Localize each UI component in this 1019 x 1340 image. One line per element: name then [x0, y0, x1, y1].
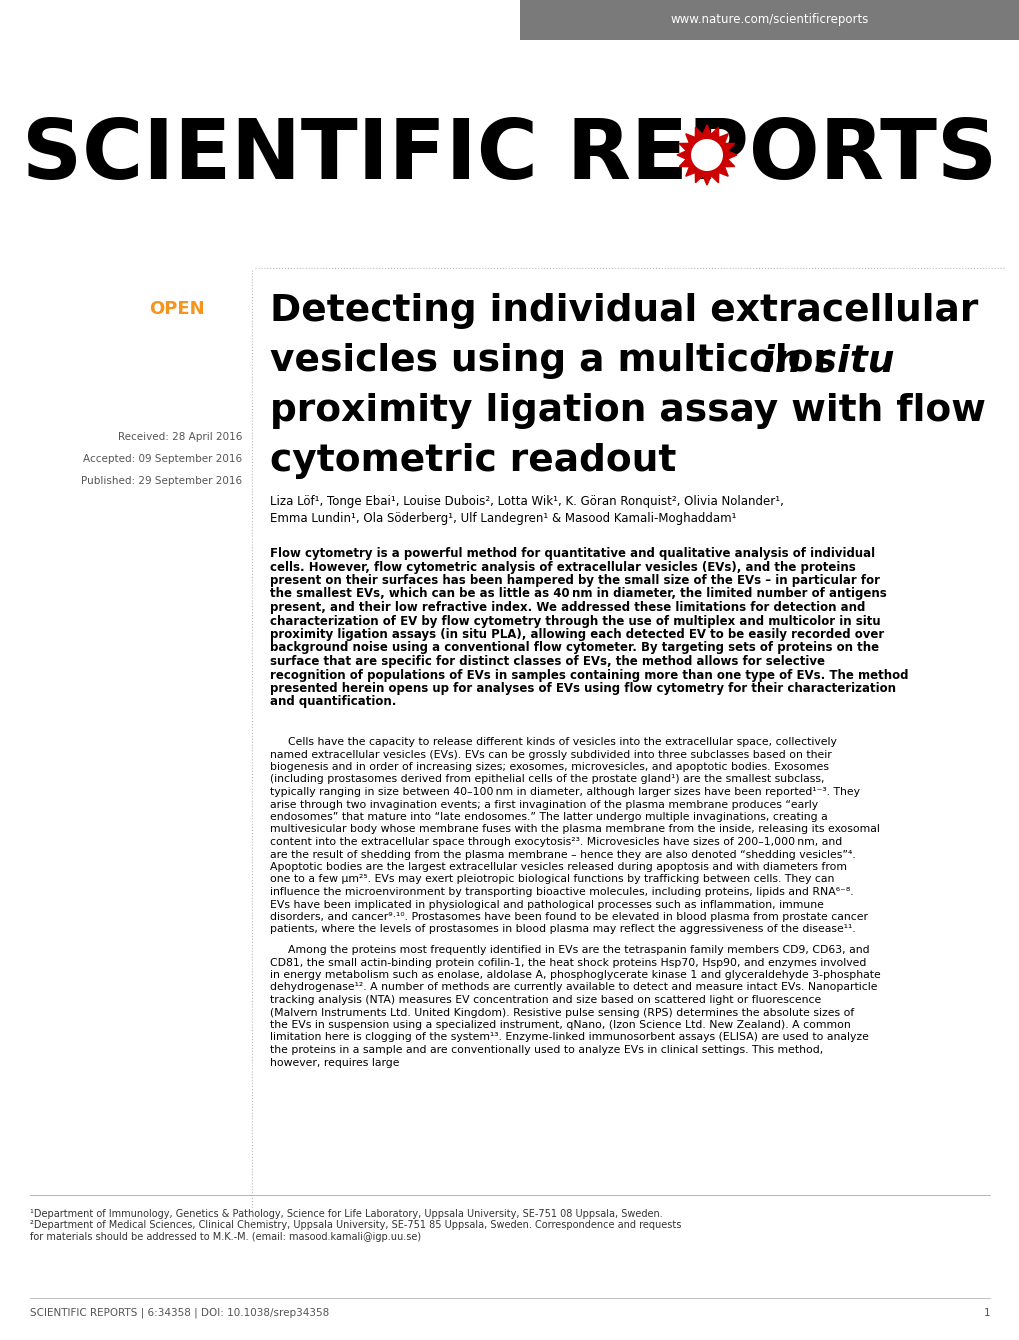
Text: presented herein opens up for analyses of EVs using flow cytometry for their cha: presented herein opens up for analyses o… [270, 682, 895, 695]
Text: disorders, and cancer⁹·¹⁰. Prostasomes have been found to be elevated in blood p: disorders, and cancer⁹·¹⁰. Prostasomes h… [270, 913, 867, 922]
Text: are the result of shedding from the plasma membrane – hence they are also denote: are the result of shedding from the plas… [270, 850, 855, 859]
Text: Flow cytometry is a powerful method for quantitative and qualitative analysis of: Flow cytometry is a powerful method for … [270, 547, 874, 560]
Text: Liza Löf¹, Tonge Ebai¹, Louise Dubois², Lotta Wik¹, K. Göran Ronquist², Olivia N: Liza Löf¹, Tonge Ebai¹, Louise Dubois², … [270, 494, 784, 508]
Text: limitation here is clogging of the system¹³. Enzyme-linked immunosorbent assays : limitation here is clogging of the syste… [270, 1033, 868, 1043]
Text: one to a few μm²⁵. EVs may exert pleiotropic biological functions by trafficking: one to a few μm²⁵. EVs may exert pleiotr… [270, 875, 834, 884]
Text: cytometric readout: cytometric readout [270, 444, 676, 478]
Text: the EVs in suspension using a specialized instrument, qNano, (Izon Science Ltd. : the EVs in suspension using a specialize… [270, 1020, 850, 1030]
Text: Among the proteins most frequently identified in EVs are the tetraspanin family : Among the proteins most frequently ident… [287, 945, 869, 955]
Text: Emma Lundin¹, Ola Söderberg¹, Ulf Landegren¹ & Masood Kamali-Moghaddam¹: Emma Lundin¹, Ola Söderberg¹, Ulf Landeg… [270, 512, 736, 525]
Text: proximity ligation assays (in situ PLA), allowing each detected EV to be easily : proximity ligation assays (in situ PLA),… [270, 628, 883, 641]
Text: patients, where the levels of prostasomes in blood plasma may reflect the aggres: patients, where the levels of prostasome… [270, 925, 855, 934]
Text: Published: 29 September 2016: Published: 29 September 2016 [81, 476, 242, 486]
Text: for materials should be addressed to M.K.-M. (email: masood.kamali@igp.uu.se): for materials should be addressed to M.K… [30, 1231, 421, 1242]
Text: ²Department of Medical Sciences, Clinical Chemistry, Uppsala University, SE-751 : ²Department of Medical Sciences, Clinica… [30, 1221, 681, 1230]
Text: background noise using a conventional flow cytometer. By targeting sets of prote: background noise using a conventional fl… [270, 642, 878, 654]
Text: present on their surfaces has been hampered by the small size of the EVs – in pa: present on their surfaces has been hampe… [270, 574, 879, 587]
Text: characterization of EV by flow cytometry through the use of multiplex and multic: characterization of EV by flow cytometry… [270, 615, 879, 627]
Text: the proteins in a sample and are conventionally used to analyze EVs in clinical : the proteins in a sample and are convent… [270, 1045, 822, 1055]
Text: dehydrogenase¹². A number of methods are currently available to detect and measu: dehydrogenase¹². A number of methods are… [270, 982, 876, 993]
Text: (Malvern Instruments Ltd. United Kingdom). Resistive pulse sensing (RPS) determi: (Malvern Instruments Ltd. United Kingdom… [270, 1008, 854, 1017]
Text: 1: 1 [982, 1308, 989, 1319]
Text: (including prostasomes derived from epithelial cells of the prostate gland¹) are: (including prostasomes derived from epit… [270, 775, 823, 784]
Text: however, requires large: however, requires large [270, 1057, 399, 1068]
Text: multivesicular body whose membrane fuses with the plasma membrane from the insid: multivesicular body whose membrane fuses… [270, 824, 879, 835]
Text: biogenesis and in order of increasing sizes; exosomes, microvesicles, and apopto: biogenesis and in order of increasing si… [270, 762, 828, 772]
Text: the smallest EVs, which can be as little as 40 nm in diameter, the limited numbe: the smallest EVs, which can be as little… [270, 587, 886, 600]
Text: recognition of populations of EVs in samples containing more than one type of EV: recognition of populations of EVs in sam… [270, 669, 908, 682]
Text: influence the microenvironment by transporting bioactive molecules, including pr: influence the microenvironment by transp… [270, 887, 853, 896]
Text: surface that are specific for distinct classes of EVs, the method allows for sel: surface that are specific for distinct c… [270, 655, 824, 669]
Circle shape [690, 139, 722, 172]
Text: cells. However, flow cytometric analysis of extracellular vesicles (EVs), and th: cells. However, flow cytometric analysis… [270, 560, 855, 574]
Text: OPEN: OPEN [149, 300, 205, 318]
Text: in energy metabolism such as enolase, aldolase A, phosphoglycerate kinase 1 and : in energy metabolism such as enolase, al… [270, 970, 879, 980]
Text: tracking analysis (NTA) measures EV concentration and size based on scattered li: tracking analysis (NTA) measures EV conc… [270, 996, 820, 1005]
Text: in situ: in situ [761, 343, 894, 379]
Text: proximity ligation assay with flow: proximity ligation assay with flow [270, 393, 985, 429]
Text: content into the extracellular space through exocytosis²³. Microvesicles have si: content into the extracellular space thr… [270, 838, 842, 847]
Text: EVs have been implicated in physiological and pathological processes such as inf: EVs have been implicated in physiologica… [270, 899, 823, 910]
Text: Received: 28 April 2016: Received: 28 April 2016 [117, 431, 242, 442]
Text: present, and their low refractive index. We addressed these limitations for dete: present, and their low refractive index.… [270, 602, 864, 614]
Text: Accepted: 09 September 2016: Accepted: 09 September 2016 [83, 454, 242, 464]
Text: named extracellular vesicles (EVs). EVs can be grossly subdivided into three sub: named extracellular vesicles (EVs). EVs … [270, 749, 830, 760]
Text: endosomes” that mature into “late endosomes.” The latter undergo multiple invagi: endosomes” that mature into “late endoso… [270, 812, 827, 821]
Text: Apoptotic bodies are the largest extracellular vesicles released during apoptosi: Apoptotic bodies are the largest extrace… [270, 862, 846, 872]
Text: typically ranging in size between 40–100 nm in diameter, although larger sizes h: typically ranging in size between 40–100… [270, 787, 859, 797]
Text: Cells have the capacity to release different kinds of vesicles into the extracel: Cells have the capacity to release diffe… [287, 737, 836, 746]
Text: SCIENTIFIC REPORTS: SCIENTIFIC REPORTS [22, 114, 997, 196]
Text: arise through two invagination events; a first invagination of the plasma membra: arise through two invagination events; a… [270, 800, 817, 809]
Text: SCIENTIFIC REPORTS | 6:34358 | DOI: 10.1038/srep34358: SCIENTIFIC REPORTS | 6:34358 | DOI: 10.1… [30, 1308, 329, 1319]
Bar [520, 0, 1019, 40]
Text: Detecting individual extracellular: Detecting individual extracellular [270, 293, 977, 330]
Text: www.nature.com/scientificreports: www.nature.com/scientificreports [671, 13, 868, 27]
Text: vesicles using a multicolor: vesicles using a multicolor [270, 343, 844, 379]
Polygon shape [677, 125, 737, 185]
Text: ¹Department of Immunology, Genetics & Pathology, Science for Life Laboratory, Up: ¹Department of Immunology, Genetics & Pa… [30, 1209, 662, 1219]
Text: and quantification.: and quantification. [270, 695, 396, 709]
Text: CD81, the small actin-binding protein cofilin-1, the heat shock proteins Hsp70, : CD81, the small actin-binding protein co… [270, 958, 865, 967]
